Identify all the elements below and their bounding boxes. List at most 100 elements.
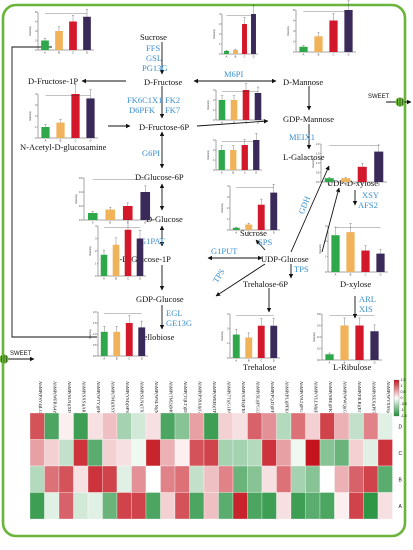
- heatmap-cell: [218, 439, 234, 467]
- heatmap-gene-label: AhMP(WWQ)(GSL): [342, 381, 347, 421]
- heatmap-cell: [174, 465, 190, 493]
- mini-chart-glucose: 0.0 0.2 0.4 0.6 Intensity A B C D: [74, 176, 154, 224]
- y-tick-label: 1: [219, 42, 221, 46]
- bar-a: [100, 254, 108, 276]
- y-tick-label: 0.8: [317, 312, 321, 316]
- heatmap-cell: [73, 492, 89, 520]
- x-tick-label: C: [75, 138, 77, 142]
- bar-c: [122, 206, 133, 220]
- bar-b: [245, 224, 253, 230]
- y-axis-label: Intensity: [28, 110, 32, 120]
- heatmap-cell: [87, 492, 103, 520]
- y-tick-label: 0: [325, 270, 327, 274]
- metabolite-glucose: D-Glucose: [146, 214, 183, 224]
- heatmap-gene-label: AhMP(PS9Al)(GDH): [197, 381, 202, 422]
- mini-chart-alpha-g1p: 0 1 2 3 4 Intensity A B C D: [88, 219, 146, 280]
- heatmap-cell: [73, 439, 89, 467]
- bar-a: [331, 235, 340, 272]
- legend-tick-label: 1: [401, 384, 403, 388]
- heatmap-cell: [290, 439, 306, 467]
- x-tick-label: C: [127, 220, 129, 224]
- heatmap-cell: [348, 412, 364, 440]
- x-tick-label: A: [328, 182, 330, 186]
- x-tick-label: C: [72, 50, 74, 54]
- bar-d: [251, 14, 256, 54]
- y-tick-label: 8: [293, 8, 295, 12]
- heatmap-cell: [174, 412, 190, 440]
- heatmap-cell: [44, 412, 60, 440]
- x-tick-label: D: [255, 170, 257, 174]
- y-axis-label: Intensity: [311, 157, 315, 167]
- y-tick-label: 8: [35, 10, 37, 14]
- bar-d: [376, 253, 385, 272]
- enzyme-sps: SPS: [258, 237, 272, 247]
- bar-d: [138, 327, 146, 356]
- heatmap-gene-label: AhMP(WSLN)(MEIX1): [154, 381, 159, 427]
- heatmap-cell: [232, 465, 248, 493]
- mini-chart-gdp-mannose: 0 1 2 3 Intensity A B C D: [206, 83, 264, 124]
- legend-tick-label: 0.5: [401, 390, 406, 394]
- y-tick-label: 2: [213, 98, 215, 102]
- heatmap-cell: [145, 492, 161, 520]
- enzyme-egl: EGL: [166, 308, 183, 318]
- heatmap-cell: [305, 492, 321, 520]
- heatmap-cell: [305, 412, 321, 440]
- bar-a: [87, 213, 98, 220]
- metabolite-nag: N-Acetyl-D-glucosamine: [20, 142, 107, 152]
- bar-b: [55, 31, 63, 50]
- heatmap-cell: [377, 439, 393, 467]
- heatmap-cell: [131, 492, 147, 520]
- metabolite-gdp-glucose: GDP-Glucose: [136, 294, 184, 304]
- heatmap-cell: [261, 412, 277, 440]
- bar-d: [370, 331, 379, 360]
- x-tick-label: B: [116, 356, 118, 360]
- bar-c: [242, 24, 247, 54]
- legend-tick-label: 1.5: [401, 378, 406, 382]
- bar-a: [232, 334, 240, 358]
- enzyme-arl: ARL: [359, 294, 376, 304]
- bar-c: [241, 145, 248, 170]
- y-axis-label: Intensity: [206, 149, 210, 159]
- heatmap-gene-label: AhMP(WTY)(FK2): [96, 381, 101, 418]
- metabolite-mannose: D-Mannose: [283, 77, 323, 87]
- heatmap-cell: [29, 439, 45, 467]
- x-tick-label: D: [90, 138, 92, 142]
- bar-d: [344, 10, 353, 52]
- metabolite-ribulose: L-Ribulose: [333, 362, 371, 372]
- heatmap-cell: [87, 439, 103, 467]
- heatmap-cell: [73, 412, 89, 440]
- x-tick-label: B: [233, 120, 235, 124]
- y-tick-label: 0.5: [93, 343, 97, 347]
- heatmap-gene-label: AhMP(WEB)(TPS): [212, 381, 217, 418]
- bar-a: [218, 150, 225, 170]
- bar-c: [69, 21, 77, 50]
- heatmap-cell: [58, 465, 74, 493]
- heatmap-cell: [145, 439, 161, 467]
- bar-c: [257, 204, 265, 230]
- heatmap-cell: [348, 465, 364, 493]
- bar-a: [324, 178, 334, 182]
- y-tick-label: 2.0: [93, 310, 97, 314]
- x-tick-label: C: [128, 356, 130, 360]
- heatmap-cell: [334, 412, 350, 440]
- bar-d: [83, 16, 91, 50]
- heatmap-cell: [189, 465, 205, 493]
- y-tick-label: 0.0: [79, 218, 83, 222]
- heatmap-cell: [44, 439, 60, 467]
- y-tick-label: 0.0: [317, 358, 321, 362]
- y-tick-label: 1: [95, 261, 97, 265]
- y-axis-label: Intensity: [88, 328, 92, 338]
- heatmap-cell: [189, 412, 205, 440]
- y-tick-label: 1.5: [93, 321, 97, 325]
- x-tick-label: C: [260, 230, 262, 234]
- heatmap-cell: [334, 465, 350, 493]
- bar-b: [341, 178, 351, 182]
- heatmap-gene-label: AhMP(FR.R)(EGL): [357, 381, 362, 419]
- x-tick-label: B: [232, 170, 234, 174]
- mini-chart-cellobiose: 0.0 0.5 1.0 1.5 2.0 Intensity A B C D: [88, 310, 148, 360]
- mini-chart-fructose-1p: 0 2 4 6 8 Intensity A B C D: [28, 9, 94, 54]
- heatmap-cell: [29, 412, 45, 440]
- heatmap-cell: [276, 439, 292, 467]
- heatmap-cell: [116, 492, 132, 520]
